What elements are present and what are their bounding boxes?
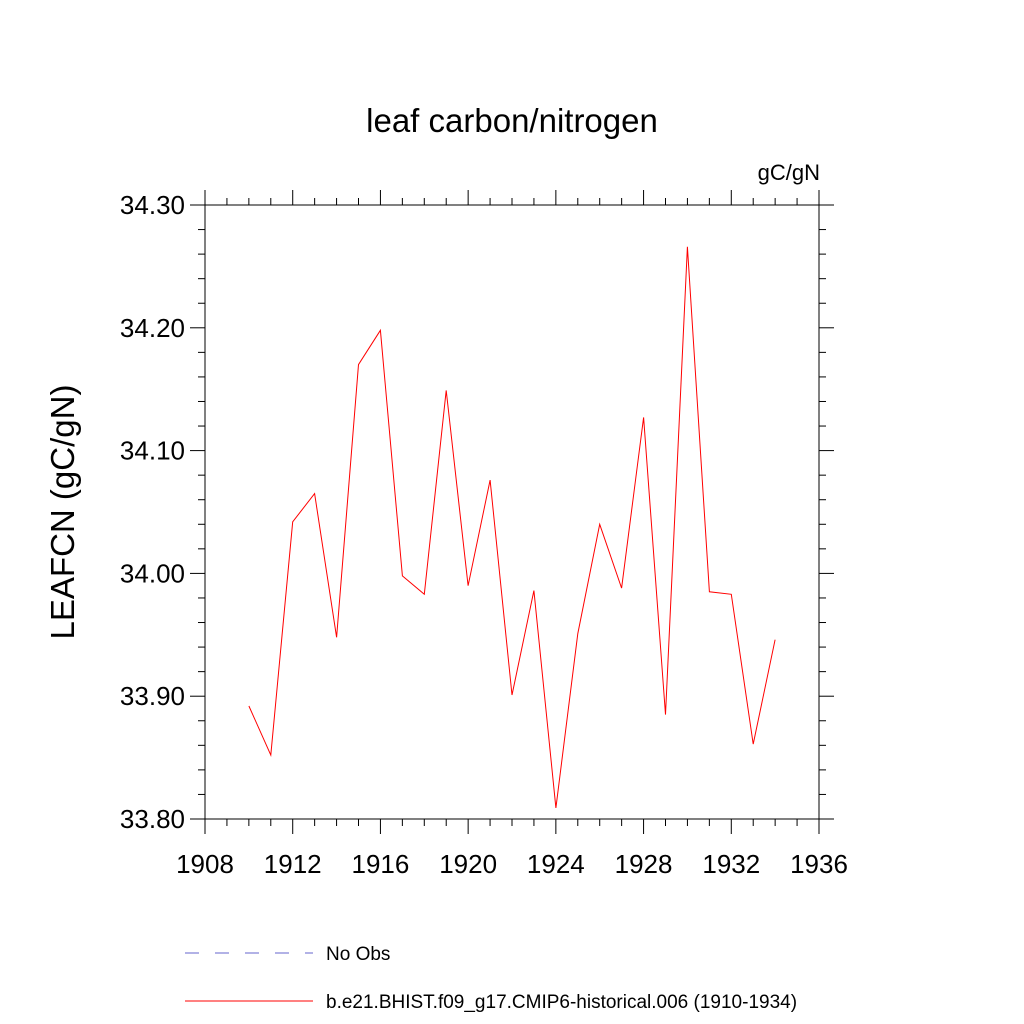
y-tick-label: 33.80: [120, 804, 185, 834]
x-tick-label: 1928: [615, 849, 673, 879]
x-tick-label: 1916: [352, 849, 410, 879]
x-tick-label: 1932: [702, 849, 760, 879]
x-tick-label: 1908: [176, 849, 234, 879]
axis-ticks: [190, 190, 834, 834]
series-line-historical: [248, 246, 776, 808]
series-layer: [248, 246, 776, 808]
x-tick-label: 1924: [527, 849, 585, 879]
legend-label-no-obs: No Obs: [326, 944, 390, 965]
axis-tick-labels: 1908 1912 1916 1920 1924 1928 1932 1936 33.80 33.…: [120, 190, 848, 879]
legend-label-historical: b.e21.BHIST.f09_g17.CMIP6-historical.006…: [326, 992, 797, 1013]
legend: No Obs b.e21.BHIST.f09_g17.CMIP6-histori…: [185, 944, 797, 1013]
y-tick-label: 34.00: [120, 558, 185, 588]
plot-frame: [204, 204, 820, 820]
y-axis-label: LEAFCN (gC/gN): [44, 385, 81, 640]
y-tick-label: 34.20: [120, 313, 185, 343]
x-tick-label: 1912: [264, 849, 322, 879]
y-tick-label: 33.90: [120, 681, 185, 711]
x-tick-label: 1936: [790, 849, 848, 879]
y-tick-label: 34.10: [120, 436, 185, 466]
y-tick-label: 34.30: [120, 190, 185, 220]
chart-title: leaf carbon/nitrogen: [366, 102, 658, 139]
units-label: gC/gN: [758, 160, 820, 185]
x-tick-label: 1920: [439, 849, 497, 879]
